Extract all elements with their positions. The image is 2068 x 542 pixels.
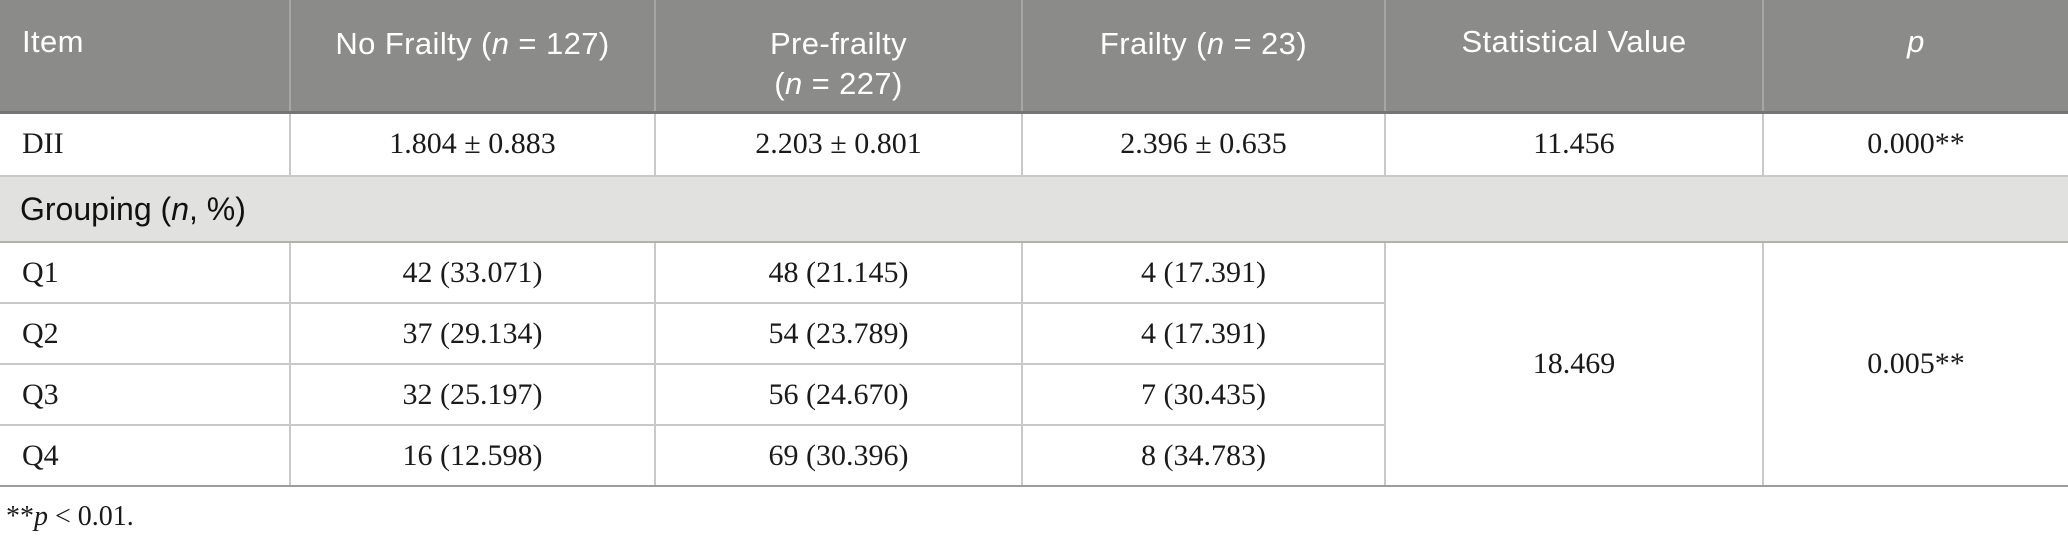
header-pre-frailty-n: n xyxy=(784,66,803,101)
dii-no-frailty-cell: 1.804 ± 0.883 xyxy=(289,111,656,177)
grouping-label-n: n xyxy=(171,190,189,227)
dii-statistical-value-cell: 11.456 xyxy=(1384,111,1764,177)
q3-no-frailty-cell: 32 (25.197) xyxy=(289,363,656,426)
footnote-stars: ** xyxy=(6,501,34,532)
table-row-q3: Q3 32 (25.197) 56 (24.670) 7 (30.435) xyxy=(0,363,2068,426)
table-row-q1: Q1 42 (33.071) 48 (21.145) 4 (17.391) 18… xyxy=(0,241,2068,487)
header-no-frailty-pre: No Frailty ( xyxy=(335,26,492,61)
q1-pre-frailty-cell: 48 (21.145) xyxy=(654,241,1023,304)
header-pre-frailty-line2: (n = 227) xyxy=(657,64,1020,104)
grouping-label-pre: Grouping ( xyxy=(20,190,172,227)
header-item: Item xyxy=(0,0,290,114)
table-row-q2: Q2 37 (29.134) 54 (23.789) 4 (17.391) xyxy=(0,302,2068,365)
table-row-dii: DII 1.804 ± 0.883 2.203 ± 0.801 2.396 ± … xyxy=(0,111,2068,177)
q4-no-frailty-cell: 16 (12.598) xyxy=(289,424,656,487)
grouping-statistical-value-cell: 18.469 xyxy=(1384,241,1764,487)
header-item-label: Item xyxy=(22,24,84,59)
header-p-label: p xyxy=(1907,24,1925,59)
header-pre-frailty-post: = 227) xyxy=(802,66,903,101)
statistics-table: Item No Frailty (n = 127) Pre-frailty (n… xyxy=(0,0,2068,487)
q1-item-cell: Q1 xyxy=(0,241,291,304)
dii-frailty-cell: 2.396 ± 0.635 xyxy=(1021,111,1386,177)
q4-pre-frailty-cell: 69 (30.396) xyxy=(654,424,1023,487)
table-row-q4: Q4 16 (12.598) 69 (30.396) 8 (34.783) xyxy=(0,424,2068,487)
header-frailty-n: n xyxy=(1206,26,1225,61)
header-no-frailty-post: = 127) xyxy=(509,26,610,61)
header-frailty-post: = 23) xyxy=(1224,26,1308,61)
dii-pre-frailty-cell: 2.203 ± 0.801 xyxy=(654,111,1023,177)
table-row-grouping: Grouping (n, %) xyxy=(0,175,2068,243)
q2-item-cell: Q2 xyxy=(0,302,291,365)
q3-item-cell: Q3 xyxy=(0,363,291,426)
q2-frailty-cell: 4 (17.391) xyxy=(1021,302,1385,365)
header-frailty: Frailty (n = 23) xyxy=(1021,0,1385,114)
header-pre-frailty: Pre-frailty (n = 227) xyxy=(654,0,1022,114)
dii-p-cell: 0.000** xyxy=(1762,111,2068,177)
table-header-row: Item No Frailty (n = 127) Pre-frailty (n… xyxy=(0,0,2068,114)
q1-no-frailty-cell: 42 (33.071) xyxy=(289,241,656,304)
dii-item-cell: DII xyxy=(0,111,291,177)
q2-pre-frailty-cell: 54 (23.789) xyxy=(654,302,1023,365)
footnote-threshold: < 0.01. xyxy=(48,501,134,532)
header-no-frailty: No Frailty (n = 127) xyxy=(289,0,655,114)
q4-frailty-cell: 8 (34.783) xyxy=(1021,424,1385,487)
grouping-p-cell: 0.005** xyxy=(1762,241,2068,487)
table-footnote: **p < 0.01. xyxy=(6,501,2068,533)
header-pre-frailty-line1: Pre-frailty xyxy=(769,26,908,61)
q3-frailty-cell: 7 (30.435) xyxy=(1021,363,1385,426)
header-pre-frailty-open: ( xyxy=(774,66,785,101)
header-no-frailty-n: n xyxy=(491,26,510,61)
footnote-p: p xyxy=(34,501,48,532)
header-statistical-value-label: Statistical Value xyxy=(1461,24,1687,59)
q3-pre-frailty-cell: 56 (24.670) xyxy=(654,363,1023,426)
header-statistical-value: Statistical Value xyxy=(1384,0,1763,114)
q4-item-cell: Q4 xyxy=(0,424,291,487)
q2-no-frailty-cell: 37 (29.134) xyxy=(289,302,656,365)
grouping-label-post: , %) xyxy=(188,190,246,227)
grouping-section-cell: Grouping (n, %) xyxy=(0,175,2068,243)
header-p: p xyxy=(1762,0,2068,114)
header-frailty-pre: Frailty ( xyxy=(1099,26,1207,61)
q1-frailty-cell: 4 (17.391) xyxy=(1021,241,1386,304)
